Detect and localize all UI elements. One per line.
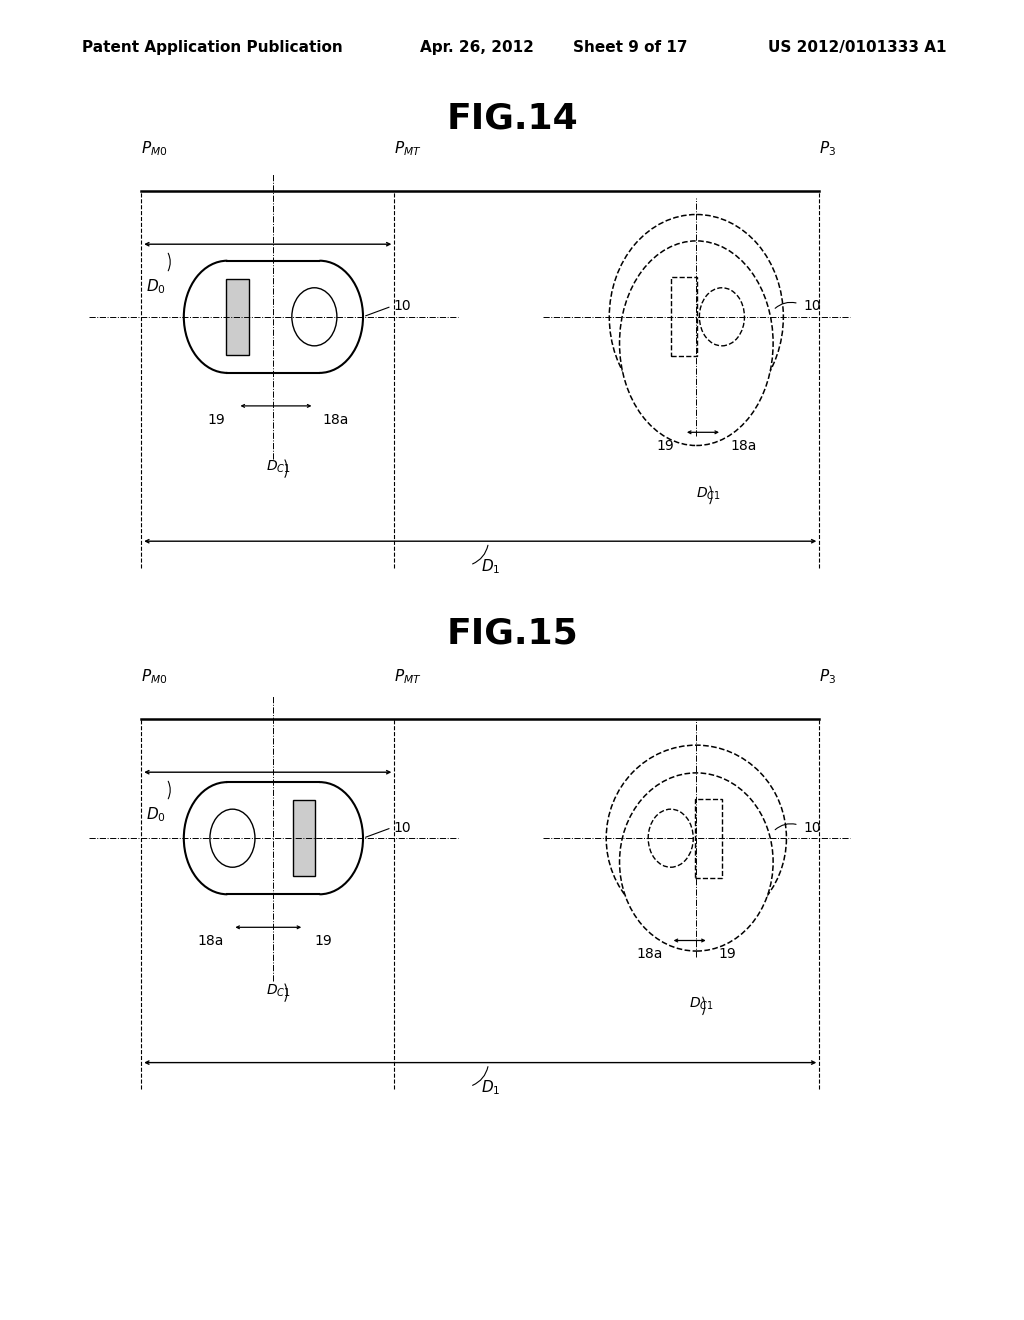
Text: $D_0$: $D_0$: [146, 277, 166, 296]
Text: $P_{M0}$: $P_{M0}$: [141, 140, 168, 158]
Circle shape: [184, 781, 270, 895]
Bar: [227, 261, 319, 372]
Circle shape: [276, 261, 364, 372]
Text: 19: 19: [314, 935, 332, 948]
Text: 19: 19: [656, 438, 674, 453]
Circle shape: [699, 288, 744, 346]
Circle shape: [276, 781, 364, 895]
Text: 10: 10: [804, 300, 821, 313]
Ellipse shape: [606, 744, 786, 932]
Text: $D_1$: $D_1$: [480, 557, 501, 576]
Circle shape: [210, 809, 255, 867]
Text: 10: 10: [394, 300, 412, 313]
Circle shape: [292, 288, 337, 346]
Text: $D_{C1}$: $D_{C1}$: [689, 997, 714, 1012]
Bar: [671, 277, 697, 356]
Text: 19: 19: [208, 412, 225, 426]
Ellipse shape: [609, 214, 783, 418]
Text: $D_{C1}$: $D_{C1}$: [266, 982, 291, 999]
Ellipse shape: [620, 774, 773, 950]
Text: $P_{MT}$: $P_{MT}$: [394, 140, 422, 158]
Text: Patent Application Publication: Patent Application Publication: [82, 40, 343, 55]
Text: $D_1$: $D_1$: [480, 1078, 501, 1097]
Ellipse shape: [620, 242, 773, 446]
Text: $D_{C1}$: $D_{C1}$: [696, 486, 721, 502]
Text: 10: 10: [804, 821, 821, 834]
Text: 10: 10: [394, 821, 412, 834]
Text: 19: 19: [719, 948, 736, 961]
Bar: [226, 279, 249, 355]
Text: $P_3$: $P_3$: [819, 668, 837, 686]
Bar: [227, 781, 319, 895]
Bar: [673, 280, 695, 352]
Text: $P_3$: $P_3$: [819, 140, 837, 158]
Text: 18a: 18a: [730, 438, 757, 453]
Circle shape: [648, 809, 693, 867]
Text: Sheet 9 of 17: Sheet 9 of 17: [573, 40, 688, 55]
Bar: [697, 803, 720, 875]
Text: $D_{C1}$: $D_{C1}$: [266, 459, 291, 475]
Text: FIG.14: FIG.14: [446, 102, 578, 136]
Text: US 2012/0101333 A1: US 2012/0101333 A1: [768, 40, 946, 55]
Text: FIG.15: FIG.15: [446, 616, 578, 651]
Text: $D_0$: $D_0$: [146, 805, 166, 824]
Text: $P_{M0}$: $P_{M0}$: [141, 668, 168, 686]
Text: 18a: 18a: [323, 412, 349, 426]
Text: 18a: 18a: [636, 948, 663, 961]
Text: Apr. 26, 2012: Apr. 26, 2012: [420, 40, 534, 55]
Text: 18a: 18a: [198, 935, 224, 948]
Bar: [293, 800, 315, 876]
Text: $P_{MT}$: $P_{MT}$: [394, 668, 422, 686]
Bar: [695, 799, 722, 878]
Circle shape: [184, 261, 270, 372]
